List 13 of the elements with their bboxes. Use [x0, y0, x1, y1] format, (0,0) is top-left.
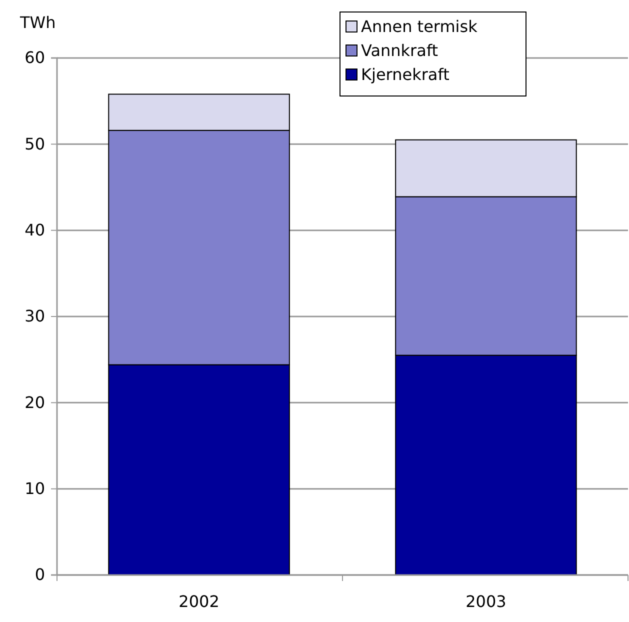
y-tick-label: 10 — [24, 478, 45, 498]
legend-label: Vannkraft — [361, 41, 438, 60]
legend-label: Kjernekraft — [361, 65, 450, 84]
y-tick-label: 60 — [24, 48, 45, 68]
y-tick-label: 0 — [34, 565, 45, 584]
legend-label: Annen termisk — [361, 17, 478, 36]
y-tick-label: 40 — [24, 220, 45, 240]
x-tick-label: 2003 — [466, 592, 506, 611]
y-tick-label: 50 — [24, 134, 45, 154]
x-tick-label: 2002 — [178, 592, 220, 611]
y-tick-label: 30 — [24, 306, 45, 326]
y-tick-label: 20 — [24, 392, 45, 412]
y-axis-title: TWh — [19, 13, 56, 32]
